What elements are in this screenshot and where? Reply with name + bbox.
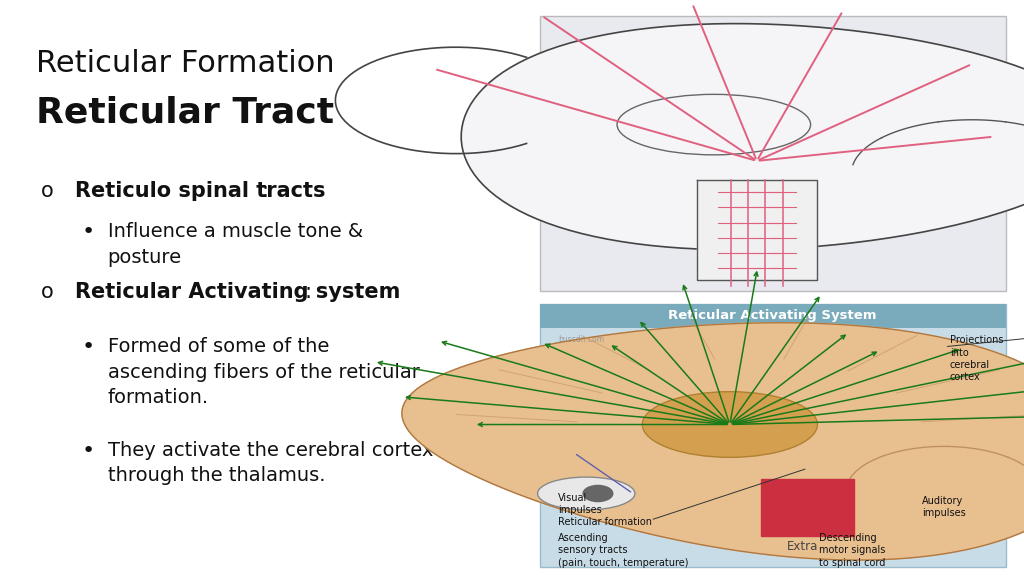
Text: buscdn.com: buscdn.com	[558, 335, 604, 344]
Text: Reticulo spinal tracts: Reticulo spinal tracts	[75, 181, 326, 202]
Text: Visual
impulses: Visual impulses	[558, 494, 602, 515]
Bar	[540, 16, 1006, 291]
Text: Formed of some of the
ascending fibers of the reticular
formation.: Formed of some of the ascending fibers o…	[108, 337, 420, 407]
Bar	[540, 304, 1006, 567]
Text: o: o	[41, 181, 53, 202]
Text: •: •	[82, 337, 95, 357]
Polygon shape	[761, 479, 854, 536]
Text: :: :	[262, 181, 268, 202]
Text: Reticular formation: Reticular formation	[558, 517, 652, 527]
Text: :: :	[304, 282, 311, 302]
Text: Reticular Activating System: Reticular Activating System	[669, 309, 877, 322]
Polygon shape	[461, 24, 1024, 250]
Text: Projections
into
cerebral
cortex: Projections into cerebral cortex	[949, 335, 1004, 382]
Text: Descending
motor signals
to spinal cord: Descending motor signals to spinal cord	[819, 533, 886, 568]
Polygon shape	[401, 323, 1024, 560]
Text: Reticular Tract: Reticular Tract	[36, 95, 334, 129]
Ellipse shape	[583, 485, 613, 502]
Text: Auditory
impulses: Auditory impulses	[922, 496, 966, 518]
Bar	[540, 304, 1006, 328]
Ellipse shape	[538, 477, 635, 510]
Ellipse shape	[642, 392, 817, 457]
Polygon shape	[696, 180, 817, 280]
Text: •: •	[82, 441, 95, 461]
Text: Influence a muscle tone &
posture: Influence a muscle tone & posture	[108, 222, 362, 267]
Text: o: o	[41, 282, 53, 302]
Text: Ascending
sensory tracts
(pain, touch, temperature): Ascending sensory tracts (pain, touch, t…	[558, 533, 689, 568]
Text: Reticular Formation: Reticular Formation	[36, 49, 335, 78]
Text: •: •	[82, 222, 95, 242]
Text: Extra: Extra	[786, 540, 818, 553]
Text: They activate the cerebral cortex
through the thalamus.: They activate the cerebral cortex throug…	[108, 441, 433, 486]
Text: Reticular Activating system: Reticular Activating system	[75, 282, 400, 302]
